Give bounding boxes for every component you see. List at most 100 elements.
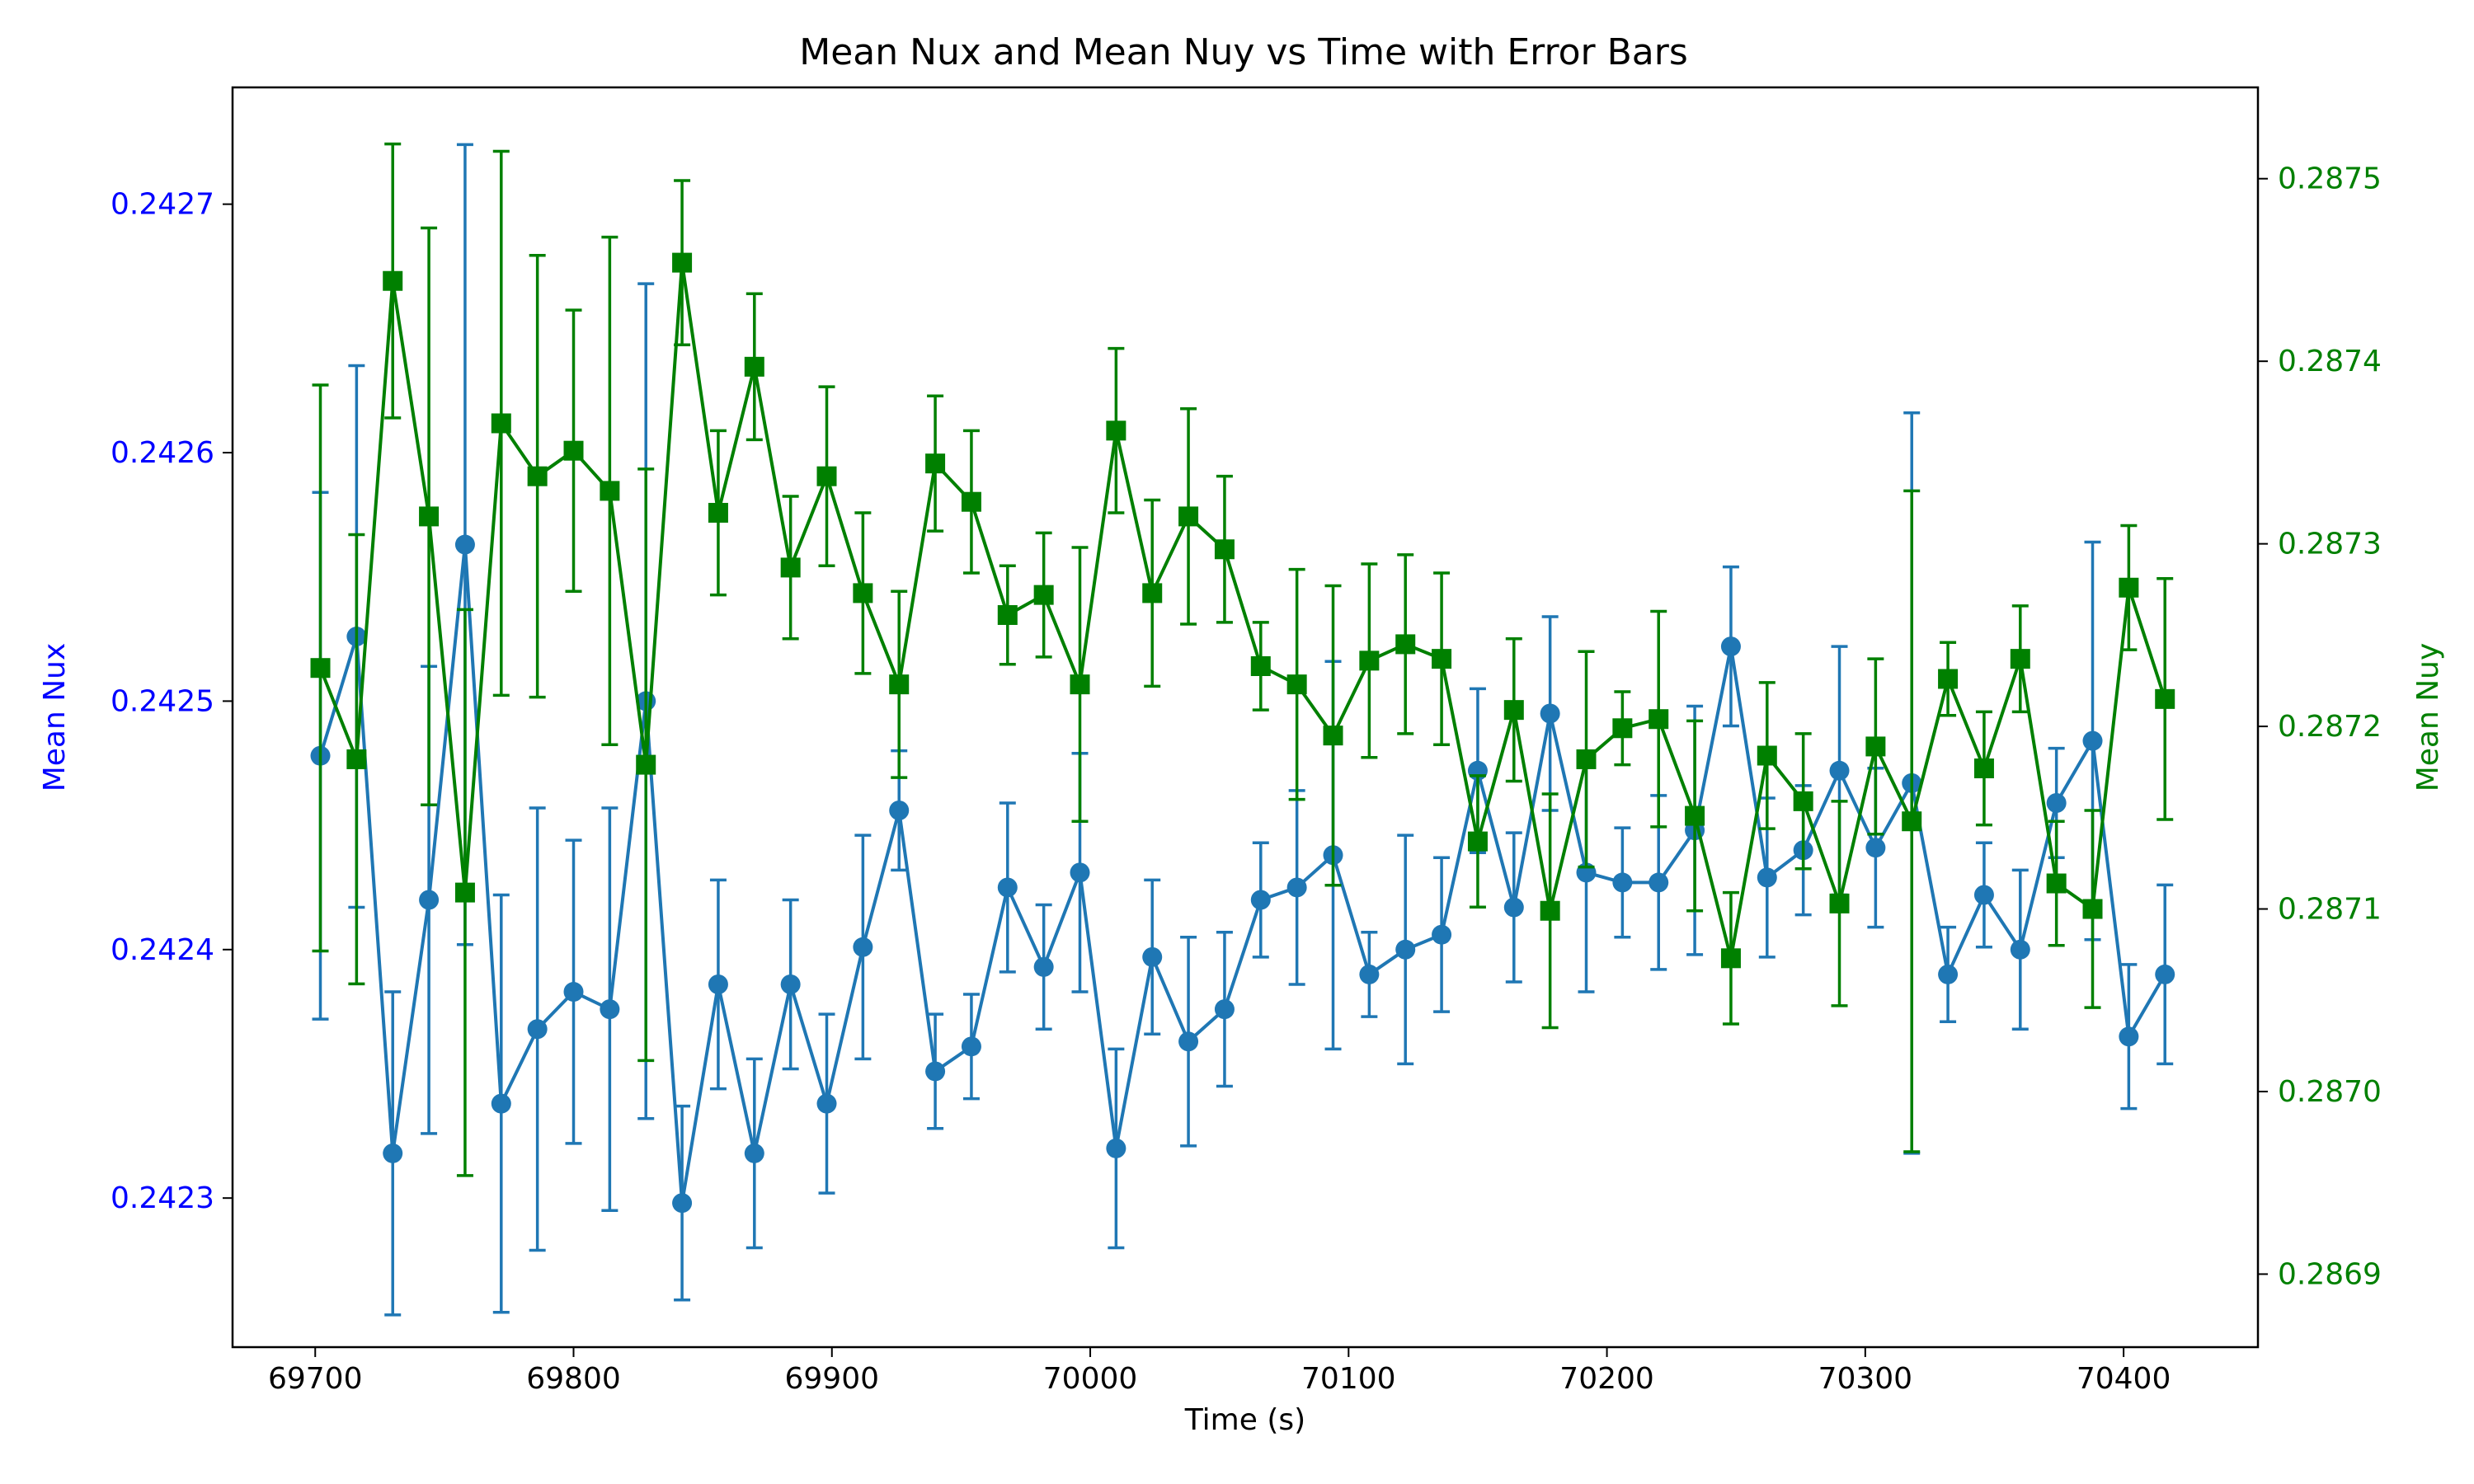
nux-point xyxy=(672,1193,693,1214)
y-left-tick-label: 0.2426 xyxy=(111,436,214,470)
nux-point xyxy=(1432,924,1452,945)
nuy-point xyxy=(889,674,910,695)
nuy-point xyxy=(1829,893,1850,913)
nuy-point xyxy=(744,356,764,377)
nuy-point xyxy=(2155,688,2175,709)
nuy-point xyxy=(1250,655,1271,676)
nuy-point xyxy=(1720,948,1741,969)
nuy-point xyxy=(1467,831,1488,852)
y-right-tick-label: 0.2870 xyxy=(2278,1075,2382,1109)
y-axis-left: 0.2423 0.2424 0.2425 0.2426 0.2427 xyxy=(111,188,233,1215)
x-tick-label: 70000 xyxy=(1043,1362,1138,1396)
x-axis-label: Time (s) xyxy=(1184,1403,1305,1437)
nuy-point xyxy=(1503,700,1524,721)
nuy-point xyxy=(1938,669,1959,689)
nuy-point xyxy=(1865,736,1886,757)
nux-point xyxy=(563,982,584,1003)
plot-frame xyxy=(231,86,2260,1349)
nux-point xyxy=(2155,964,2175,984)
nux-point xyxy=(527,1019,548,1040)
nuy-point xyxy=(1323,726,1343,746)
y-right-tick-label: 0.2873 xyxy=(2278,528,2382,561)
y-right-tick-label: 0.2875 xyxy=(2278,162,2382,196)
nux-point xyxy=(1649,872,1669,893)
nux-point xyxy=(2119,1026,2139,1047)
chart-title: Mean Nux and Mean Nuy vs Time with Error… xyxy=(799,31,1688,73)
nuy-point xyxy=(1612,718,1633,739)
nuy-point xyxy=(563,440,584,461)
y-left-tick-label: 0.2423 xyxy=(111,1181,214,1215)
nuy-point xyxy=(1142,583,1163,603)
nuy-point xyxy=(1576,749,1597,769)
y-left-tick-label: 0.2424 xyxy=(111,933,214,967)
plot-area xyxy=(310,142,2175,1317)
nux-point xyxy=(383,1143,403,1163)
nuy-point xyxy=(1106,420,1126,441)
y-axis-right-label: Mean Nuy xyxy=(2411,643,2445,792)
nux-point xyxy=(1395,939,1416,960)
x-tick-label: 70300 xyxy=(1818,1362,1913,1396)
nuy-point xyxy=(1432,649,1452,669)
nux-point xyxy=(744,1143,764,1163)
nuy-line xyxy=(318,261,2167,960)
nux-point xyxy=(1865,838,1886,858)
nuy-point xyxy=(383,270,403,291)
nux-point xyxy=(1214,999,1235,1020)
nuy-point xyxy=(527,466,548,486)
nux-point xyxy=(1757,867,1777,888)
nux-point xyxy=(961,1036,981,1057)
nuy-point xyxy=(2046,873,2067,894)
nux-point xyxy=(1829,760,1850,781)
nuy-point xyxy=(997,604,1018,625)
nuy-point xyxy=(2119,577,2139,598)
y-axis-left-label: Mean Nux xyxy=(38,643,72,792)
nux-point xyxy=(1540,703,1560,724)
nux-point xyxy=(1070,862,1090,883)
nuy-point xyxy=(1973,758,1994,779)
nux-point xyxy=(2046,792,2067,813)
nux-point xyxy=(1106,1138,1126,1158)
nux-point xyxy=(1286,877,1307,898)
nuy-point xyxy=(1070,674,1090,695)
nuy-point xyxy=(1359,650,1380,671)
nux-point xyxy=(419,890,440,910)
y-axis-right: 0.2869 0.2870 0.2871 0.2872 0.2873 0.2874 0.28… xyxy=(2258,162,2382,1291)
x-tick-label: 70400 xyxy=(2077,1362,2171,1396)
nux-point xyxy=(1938,964,1959,984)
x-tick-label: 69900 xyxy=(785,1362,880,1396)
nuy-point xyxy=(600,481,620,501)
nuy-point xyxy=(1902,811,1922,832)
nux-point xyxy=(491,1093,511,1114)
nux-point xyxy=(853,937,873,957)
nuy-point xyxy=(1649,709,1669,730)
series-nuy xyxy=(310,142,2175,1177)
nux-point xyxy=(997,877,1018,898)
nux-point xyxy=(1359,964,1380,984)
nux-point xyxy=(1142,946,1163,967)
nux-point xyxy=(1612,872,1633,893)
nux-point xyxy=(889,801,910,821)
nuy-point xyxy=(636,754,656,775)
nux-point xyxy=(1250,890,1271,910)
x-tick-label: 70200 xyxy=(1559,1362,1654,1396)
nuy-point xyxy=(1214,539,1235,560)
nux-point xyxy=(600,999,620,1020)
y-right-tick-label: 0.2869 xyxy=(2278,1257,2382,1291)
nuy-point xyxy=(925,453,946,474)
nuy-point xyxy=(961,491,981,512)
nuy-point xyxy=(708,502,728,523)
nux-point xyxy=(1973,885,1994,905)
x-tick-label: 69800 xyxy=(526,1362,621,1396)
x-tick-label: 70100 xyxy=(1301,1362,1396,1396)
nuy-point xyxy=(2010,649,2030,669)
nux-point xyxy=(2082,730,2103,751)
nuy-point xyxy=(780,557,801,578)
nuy-point xyxy=(1793,791,1813,811)
nuy-point xyxy=(491,413,511,434)
nuy-point xyxy=(1685,805,1705,826)
nux-line xyxy=(318,542,2166,1205)
x-axis: 69700 69800 69900 70000 70100 70200 70300 70400 xyxy=(268,1347,2171,1396)
nux-point xyxy=(2010,939,2030,960)
